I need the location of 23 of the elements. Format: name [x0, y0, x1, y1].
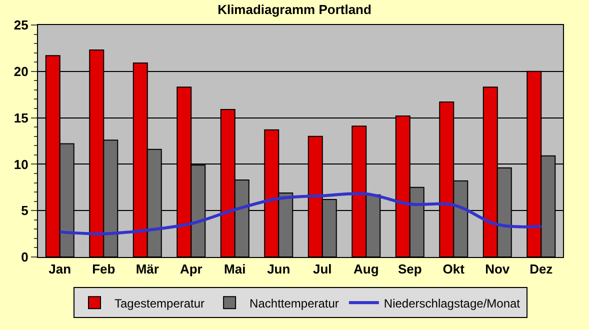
y-tick-label: 5 [21, 203, 28, 218]
y-tick-label: 20 [14, 64, 28, 79]
y-tick-label: 15 [14, 110, 28, 126]
line-series [58, 192, 543, 236]
x-tick-label: Sep [398, 262, 422, 277]
legend-label: Nachttemperatur [250, 296, 339, 310]
x-tick-label: Nov [485, 262, 510, 277]
x-tick-label: Feb [92, 262, 116, 277]
x-tick-label: Mai [224, 262, 246, 277]
x-tick-label: Aug [353, 262, 379, 277]
chart-title: Klimadiagramm Portland [218, 2, 372, 18]
y-tick-label: 0 [21, 250, 28, 265]
legend-label: Tagestemperatur [114, 296, 205, 310]
x-tick-label: Dez [530, 262, 554, 277]
y-tick-label: 25 [14, 18, 28, 33]
legend-label: Niederschlagstage/Monat [384, 296, 521, 310]
x-tick-label: Mär [136, 262, 159, 277]
x-tick-label: Jan [48, 262, 72, 277]
x-tick-label: Apr [180, 262, 202, 277]
y-tick-label: 10 [14, 156, 28, 172]
x-tick-label: Jun [267, 262, 290, 277]
x-tick-label: Jul [312, 262, 332, 277]
x-tick-label: Okt [442, 262, 466, 277]
